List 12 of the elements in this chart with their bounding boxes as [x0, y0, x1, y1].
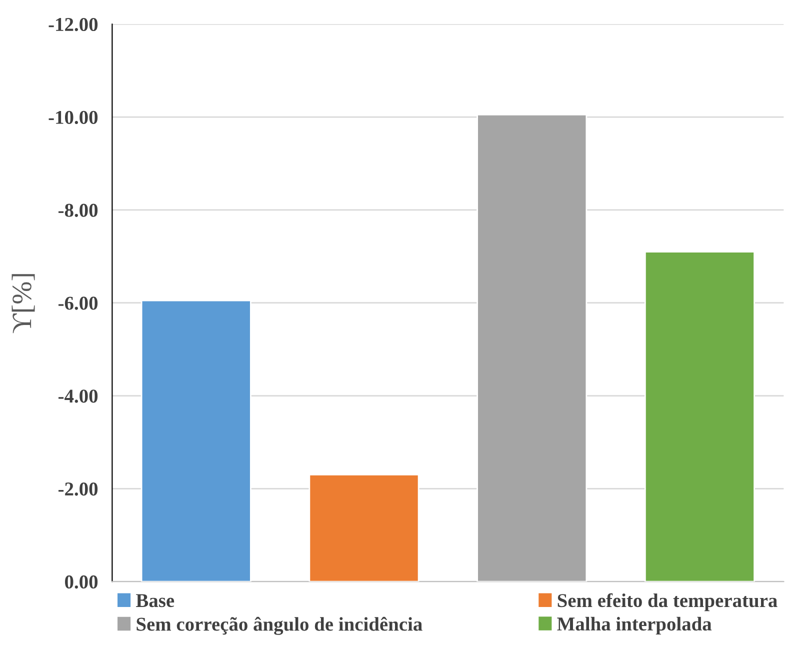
y-axis-title: ϒ[%]	[12, 274, 35, 334]
y-tick-label: -2.00	[58, 482, 98, 496]
y-tick-label: -12.00	[48, 18, 98, 32]
legend-label: Base	[136, 594, 174, 608]
y-tick-label: -4.00	[58, 390, 98, 403]
legend-label: Sem efeito da temperatura	[558, 593, 778, 612]
legend-label: Malha interpolada	[557, 616, 712, 635]
y-tick-label: 0.00	[65, 575, 98, 589]
y-tick-label: -6.00	[58, 296, 98, 310]
legend-label: Sem correção ângulo de incidência	[136, 616, 422, 635]
y-tick-label: -8.00	[58, 204, 98, 217]
y-tick-label: -10.00	[48, 110, 98, 124]
